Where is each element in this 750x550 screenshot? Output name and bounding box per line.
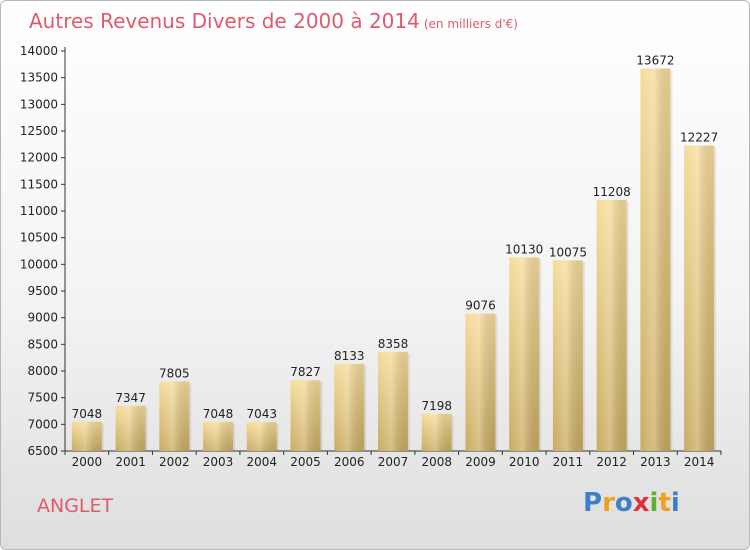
bar-highlight [421,413,452,451]
bar-value-label: 12227 [680,131,718,145]
chart-subtitle: (en milliers d'€) [423,17,518,31]
x-tick-label: 2013 [640,455,671,469]
y-tick-label: 12500 [20,124,58,138]
x-tick-label: 2012 [596,455,627,469]
y-tick-label: 10500 [20,231,58,245]
bar-highlight [684,145,715,451]
y-tick-label: 11500 [20,177,58,191]
bar-highlight [378,351,408,451]
data-labels: 7048 7347 7805 7048 7043 7827 8133 8358 7198 9076… [72,53,719,421]
logo-letter: i [649,488,659,518]
bar-highlight [465,313,496,451]
bar-highlight [552,260,583,451]
y-tick-label: 12000 [20,151,58,165]
bar-highlight [290,380,321,451]
axes: 6500 7000 7500 8000 8500 9000 9500 10000 10500 11… [20,44,722,469]
bar-highlight [640,68,671,451]
y-tick-label: 6500 [27,444,58,458]
y-tick-label: 8500 [27,337,58,351]
city-name: ANGLET [37,495,114,517]
bars [71,68,717,451]
bar-highlight [71,421,102,451]
y-tick-label: 7500 [27,391,58,405]
bar-highlight [159,381,190,451]
logo-letter: r [602,488,615,518]
x-tick-label: 2005 [290,455,321,469]
y-tick-label: 13500 [20,71,58,85]
bar-highlight [246,422,277,451]
bar-value-label: 8358 [378,337,409,351]
chart-title-text: Autres Revenus Divers de 2000 à 2014 [29,9,420,33]
x-tick-label: 2002 [159,455,190,469]
bar-value-label: 7198 [421,399,452,413]
bar-value-label: 10130 [505,242,543,256]
y-tick-label: 14000 [20,44,58,58]
bar-highlight [115,405,146,451]
x-tick-label: 2007 [378,455,409,469]
y-tick-label: 8000 [27,364,58,378]
chart-title: Autres Revenus Divers de 2000 à 2014 (en … [29,9,518,33]
bar-value-label: 7347 [115,391,146,405]
bar-value-label: 7827 [290,365,321,379]
y-tick-label: 7000 [27,417,58,431]
x-tick-label: 2004 [247,455,278,469]
x-tick-label: 2001 [115,455,146,469]
y-tick-label: 10000 [20,257,58,271]
bar-value-label: 7043 [247,407,278,421]
x-tick-label: 2014 [684,455,715,469]
logo-letter: x [632,488,650,518]
x-tick-label: 2008 [421,455,452,469]
x-tick-label: 2009 [465,455,496,469]
x-tick-label: 2006 [334,455,365,469]
y-tick-label: 11000 [20,204,58,218]
bar-value-label: 10075 [549,245,587,259]
bar-highlight [509,257,540,451]
x-tick-label: 2000 [72,455,103,469]
bar-value-label: 7048 [203,407,234,421]
x-tick-label: 2010 [509,455,540,469]
bar-highlight [596,199,627,451]
y-tick-label: 9000 [27,311,58,325]
bar-value-label: 7048 [72,407,103,421]
logo-letter: o [614,488,633,518]
x-tick-label: 2003 [203,455,234,469]
bar-value-label: 8133 [334,349,365,363]
bar-highlight [334,363,365,451]
bar-value-label: 13672 [636,53,674,67]
logo-letter: t [658,488,671,518]
y-tick-label: 9500 [27,284,58,298]
logo-letter: i [670,488,680,518]
x-tick-label: 2011 [553,455,584,469]
bar-value-label: 11208 [593,185,631,199]
bar-value-label: 7805 [159,366,190,380]
bar-highlight [203,421,234,451]
proxiti-logo: Proxiti [583,488,680,518]
logo-letter: P [583,488,603,518]
y-tick-label: 13000 [20,97,58,111]
bar-value-label: 9076 [465,299,496,313]
